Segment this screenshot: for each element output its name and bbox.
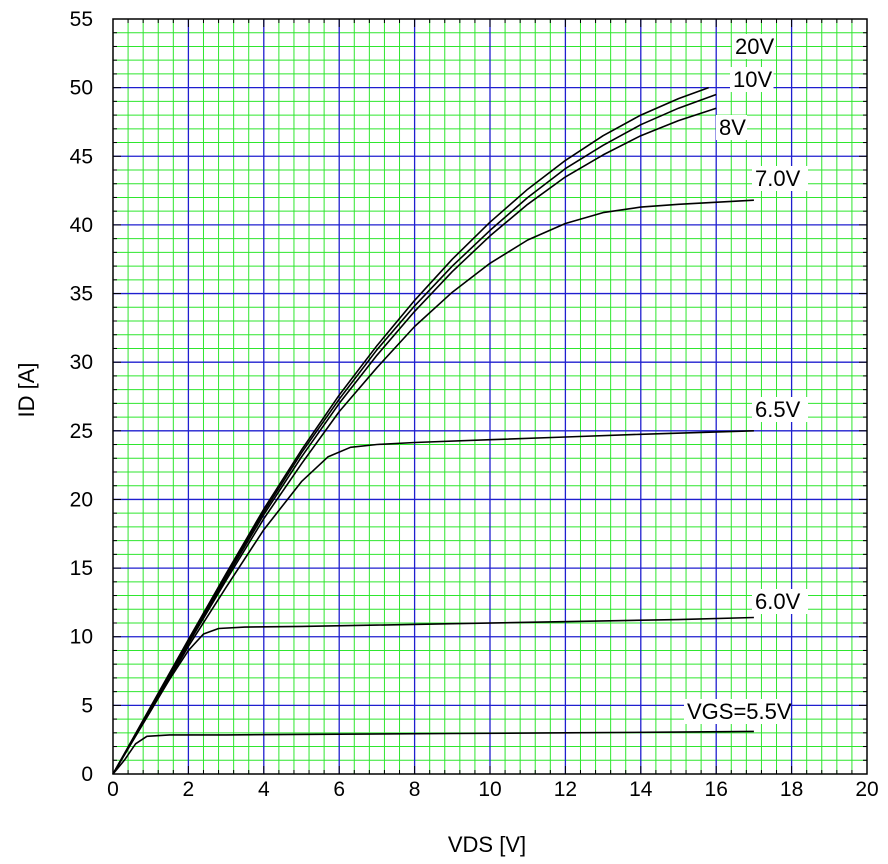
x-tick-label: 8 [409, 778, 421, 801]
curve-label-background [684, 699, 790, 724]
curve-label-8v: 8V [719, 115, 746, 140]
x-tick-label: 20 [855, 778, 878, 801]
y-tick-label: 25 [70, 420, 93, 443]
curve-7-0v [112, 199, 754, 775]
curve-vgs-5-5v [112, 730, 754, 775]
y-tick-label: 35 [70, 283, 93, 306]
y-tick-label: 0 [81, 763, 93, 786]
x-tick-label: 6 [333, 778, 345, 801]
curves [112, 86, 754, 775]
y-tick-labels: 0 5 10 15 20 25 30 35 40 45 50 55 [70, 8, 93, 786]
x-tick-label: 4 [258, 778, 270, 801]
x-tick-label: 12 [554, 778, 577, 801]
y-tick-label: 50 [70, 77, 93, 100]
curve-6-5v [112, 430, 754, 775]
curve-20v [112, 86, 709, 775]
curve-label-20v: 20V [735, 34, 774, 59]
y-tick-label: 5 [81, 694, 93, 717]
y-tick-label: 15 [70, 557, 93, 580]
y-tick-label: 40 [70, 214, 93, 237]
curve-label-background [730, 67, 774, 92]
curve-label-background [752, 397, 808, 422]
curve-label-vgs-5-5v: VGS=5.5V [687, 699, 792, 724]
curve-labels: VGS=5.5V 6.0V 6.5V 7.0V 8V 10V 20V [684, 34, 808, 724]
curve-label-background [732, 34, 776, 59]
x-tick-labels: 0 2 4 6 8 10 12 14 16 18 20 [107, 778, 879, 801]
x-axis-title: VDS [V] [448, 832, 526, 857]
x-tick-label: 14 [629, 778, 653, 801]
curve-label-7-0v: 7.0V [755, 166, 801, 191]
curve-label-6-5v: 6.5V [755, 397, 801, 422]
curve-label-10v: 10V [733, 67, 772, 92]
curve-label-background [716, 115, 747, 140]
x-tick-label: 18 [780, 778, 803, 801]
x-tick-label: 10 [478, 778, 501, 801]
major-grid [113, 19, 867, 774]
y-tick-label: 10 [70, 626, 93, 649]
y-tick-label: 30 [70, 351, 93, 374]
y-tick-label: 55 [70, 8, 93, 31]
axis-ticks [112, 18, 868, 775]
y-axis-title: ID [A] [14, 362, 39, 417]
curve-8v [112, 107, 717, 775]
y-tick-label: 45 [70, 145, 93, 168]
curve-label-6-0v: 6.0V [755, 589, 801, 614]
x-tick-label: 0 [107, 778, 119, 801]
x-tick-label: 16 [705, 778, 728, 801]
curve-label-background [752, 166, 808, 191]
curve-6-0v [112, 616, 754, 775]
y-tick-label: 20 [70, 488, 93, 511]
x-tick-label: 2 [183, 778, 195, 801]
curve-label-background [752, 589, 808, 614]
